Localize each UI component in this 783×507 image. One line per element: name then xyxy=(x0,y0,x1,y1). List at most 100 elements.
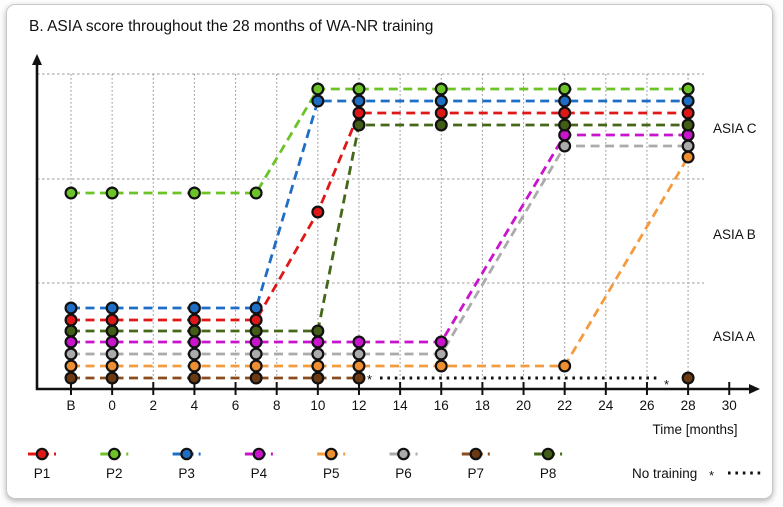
tick-label: 8 xyxy=(273,398,281,413)
marker-P5 xyxy=(249,359,263,373)
tick-label: 30 xyxy=(722,398,737,413)
legend-label-P5: P5 xyxy=(323,466,340,481)
marker-P5 xyxy=(681,150,695,164)
series-line-P1 xyxy=(71,111,689,322)
chart-title: B. ASIA score throughout the 28 months o… xyxy=(29,18,433,35)
band-label-asia-c: ASIA C xyxy=(713,121,757,136)
series-markers xyxy=(64,82,695,385)
legend-marker-P8 xyxy=(541,447,555,461)
marker-P7 xyxy=(105,371,119,385)
marker-P6 xyxy=(249,347,263,361)
tick-label: 16 xyxy=(434,398,449,413)
marker-P6 xyxy=(434,347,448,361)
tick-label: 0 xyxy=(108,398,116,413)
tick-label: 4 xyxy=(191,398,199,413)
marker-P3 xyxy=(64,301,78,315)
marker-P3 xyxy=(311,94,325,108)
marker-P1 xyxy=(352,106,366,120)
marker-P8 xyxy=(434,118,448,132)
figure-card: B. ASIA score throughout the 28 months o… xyxy=(6,4,773,499)
legend-marker-P3 xyxy=(180,447,193,461)
marker-P5 xyxy=(105,359,119,373)
legend-marker-P2 xyxy=(108,447,121,461)
marker-P6 xyxy=(64,347,78,361)
tick-label: 18 xyxy=(475,398,490,413)
marker-P6 xyxy=(352,347,366,361)
marker-P4 xyxy=(352,335,366,349)
marker-P1 xyxy=(434,106,448,120)
series-lines xyxy=(71,87,690,380)
marker-P7 xyxy=(64,371,78,385)
series-line-P8 xyxy=(71,123,689,333)
marker-P2 xyxy=(558,82,572,96)
tick-label: 14 xyxy=(393,398,409,413)
legend-label-P8: P8 xyxy=(540,466,557,481)
band-label-asia-a: ASIA A xyxy=(713,329,755,344)
marker-P8 xyxy=(311,324,325,338)
legend-no-training-label: No training xyxy=(632,466,697,481)
marker-P4 xyxy=(187,335,201,349)
marker-P1 xyxy=(681,106,695,120)
marker-P4 xyxy=(249,335,263,349)
series-line-P3 xyxy=(71,99,689,310)
x-axis-title: Time [months] xyxy=(652,422,737,437)
legend-label-P6: P6 xyxy=(395,466,412,481)
legend-marker-P1 xyxy=(35,447,49,461)
marker-P5 xyxy=(311,359,325,373)
marker-P6 xyxy=(187,347,201,361)
series-line-P6 xyxy=(71,144,689,356)
marker-P8 xyxy=(249,324,263,338)
marker-P6 xyxy=(311,347,325,361)
tick-label: 24 xyxy=(598,398,614,413)
marker-P6 xyxy=(105,347,119,361)
marker-P2 xyxy=(352,82,366,96)
marker-P6 xyxy=(558,139,572,153)
legend-label-P1: P1 xyxy=(34,466,51,481)
marker-P7 xyxy=(187,371,201,385)
y-axis-arrow xyxy=(32,54,42,65)
marker-P1 xyxy=(64,313,78,327)
marker-P8 xyxy=(681,118,695,132)
marker-P6 xyxy=(681,139,695,153)
tick-label: 2 xyxy=(150,398,158,413)
tick-label: 20 xyxy=(516,398,531,413)
band-label-asia-b: ASIA B xyxy=(713,227,756,242)
marker-P8 xyxy=(187,324,201,338)
legend-label-P2: P2 xyxy=(106,466,123,481)
asia-score-chart: B. ASIA score throughout the 28 months o… xyxy=(28,18,764,483)
marker-P2 xyxy=(64,186,78,200)
marker-P3 xyxy=(249,301,263,315)
no-training-asterisk-right: * xyxy=(664,377,669,392)
axes xyxy=(32,54,760,394)
legend-marker-P5 xyxy=(324,447,338,461)
marker-P5 xyxy=(187,359,201,373)
tick-label: 10 xyxy=(310,398,325,413)
marker-P3 xyxy=(105,301,119,315)
marker-P5 xyxy=(558,359,572,373)
marker-P8 xyxy=(352,118,366,132)
marker-P4 xyxy=(105,335,119,349)
marker-P4 xyxy=(311,335,325,349)
marker-P3 xyxy=(558,94,572,108)
marker-P3 xyxy=(434,94,448,108)
legend-no-training-asterisk: * xyxy=(709,468,714,483)
marker-P1 xyxy=(187,313,201,327)
marker-P7 xyxy=(681,371,695,385)
marker-P1 xyxy=(105,313,119,327)
marker-P4 xyxy=(434,335,448,349)
marker-P5 xyxy=(352,359,366,373)
series-line-P2 xyxy=(71,87,689,195)
marker-P7 xyxy=(311,371,325,385)
tick-label: 26 xyxy=(639,398,654,413)
marker-P2 xyxy=(434,82,448,96)
marker-P7 xyxy=(352,371,366,385)
marker-P3 xyxy=(352,94,366,108)
marker-P4 xyxy=(64,335,78,349)
tick-label: 6 xyxy=(232,398,240,413)
no-training-asterisk-left: * xyxy=(367,372,372,387)
marker-P5 xyxy=(64,359,78,373)
marker-P1 xyxy=(249,313,263,327)
tick-label: B xyxy=(66,398,75,413)
marker-P8 xyxy=(558,118,572,132)
series-line-P4 xyxy=(71,133,689,344)
